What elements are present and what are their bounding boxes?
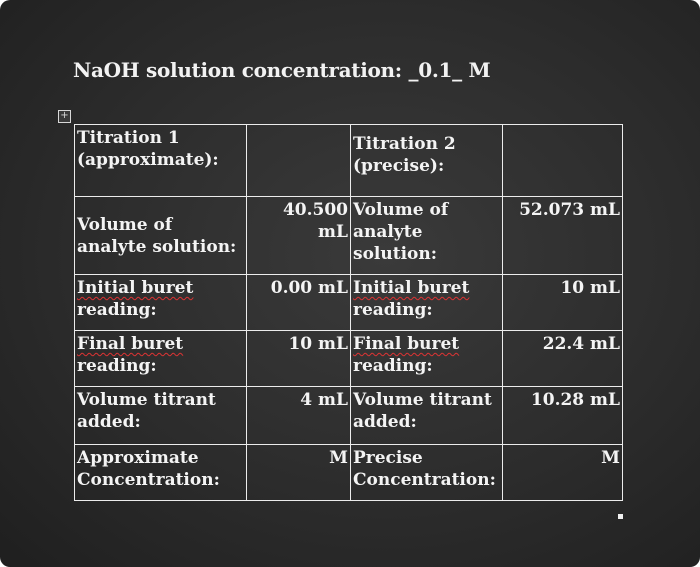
analyte-volume-label-1[interactable]: Volume of analyte solution: <box>74 196 247 275</box>
naoh-concentration-heading: NaOH solution concentration: _0.1_ M <box>73 58 491 82</box>
analyte-volume-value-2[interactable]: 52.073 mL <box>502 196 623 275</box>
table-row: Volume of analyte solution: 40.500 mL Vo… <box>74 196 623 275</box>
table-row: Approximate Concentration: M Precise Con… <box>74 444 623 501</box>
table-row: Initial buret reading: 0.00 mL Initial bu… <box>74 274 623 331</box>
volume-titrant-value-1[interactable]: 4 mL <box>246 386 351 445</box>
analyte-volume-value-1[interactable]: 40.500 mL <box>246 196 351 275</box>
titration-2-header[interactable]: Titration 2 (precise): <box>350 124 503 197</box>
table-row: Volume titrant added: 4 mL Volume titran… <box>74 386 623 445</box>
table-row: Titration 1 (approximate): Titration 2 (… <box>74 124 623 197</box>
initial-buret-label-2[interactable]: Initial buret reading: <box>350 274 503 331</box>
precise-concentration-label[interactable]: Precise Concentration: <box>350 444 503 501</box>
volume-titrant-label-1[interactable]: Volume titrant added: <box>74 386 247 445</box>
table-move-handle-icon[interactable]: + <box>58 110 71 123</box>
approximate-concentration-label[interactable]: Approximate Concentration: <box>74 444 247 501</box>
table-row: Final buret reading: 10 mL Final buret rea… <box>74 330 623 387</box>
titration-table: Titration 1 (approximate): Titration 2 (… <box>74 124 623 501</box>
titration-1-header[interactable]: Titration 1 (approximate): <box>74 124 247 197</box>
precise-concentration-unit[interactable]: M <box>502 444 623 501</box>
final-buret-label-2[interactable]: Final buret reading: <box>350 330 503 387</box>
initial-buret-value-2[interactable]: 10 mL <box>502 274 623 331</box>
titration-1-header-value[interactable] <box>246 124 351 197</box>
analyte-volume-label-2[interactable]: Volume of analyte solution: <box>350 196 503 275</box>
volume-titrant-label-2[interactable]: Volume titrant added: <box>350 386 503 445</box>
approximate-concentration-unit[interactable]: M <box>246 444 351 501</box>
final-buret-value-2[interactable]: 22.4 mL <box>502 330 623 387</box>
table-resize-handle[interactable] <box>618 514 623 519</box>
initial-buret-value-1[interactable]: 0.00 mL <box>246 274 351 331</box>
final-buret-label-1[interactable]: Final buret reading: <box>74 330 247 387</box>
volume-titrant-value-2[interactable]: 10.28 mL <box>502 386 623 445</box>
final-buret-value-1[interactable]: 10 mL <box>246 330 351 387</box>
titration-2-header-value[interactable] <box>502 124 623 197</box>
initial-buret-label-1[interactable]: Initial buret reading: <box>74 274 247 331</box>
